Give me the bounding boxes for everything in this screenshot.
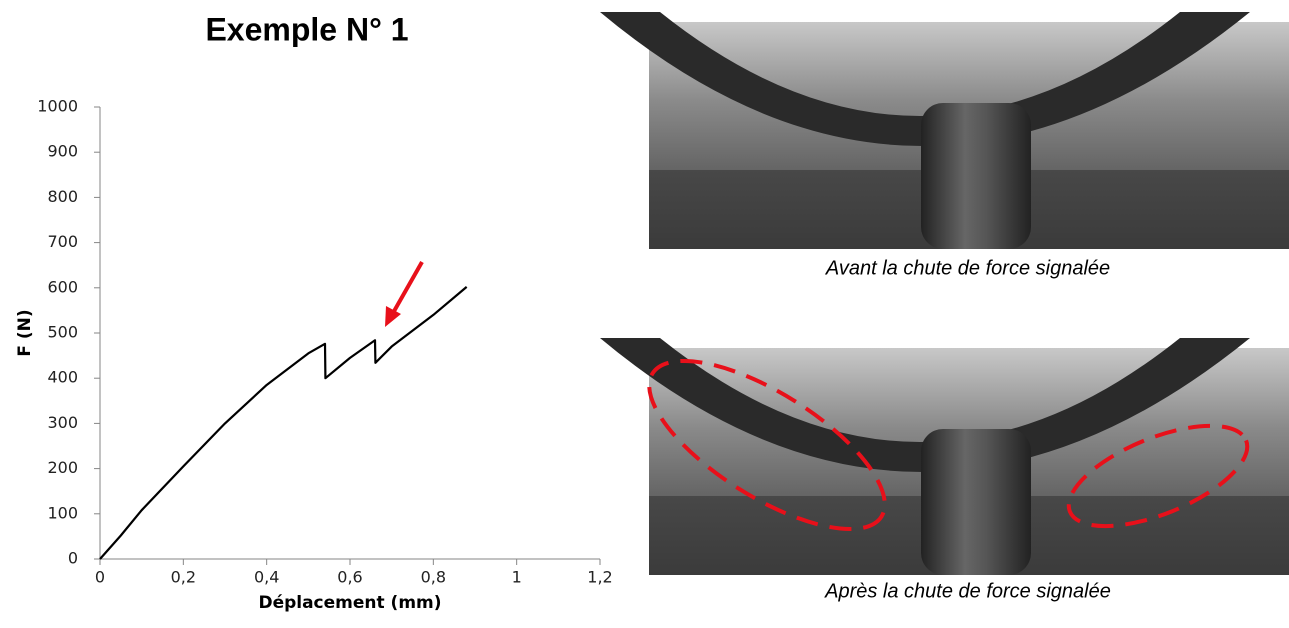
x-tick-label: 0 [95, 568, 105, 587]
x-tick-label: 1 [512, 568, 522, 587]
y-tick-label: 800 [47, 187, 78, 206]
ring [600, 12, 1250, 146]
x-tick-label: 0,6 [337, 568, 362, 587]
arrow-head [385, 306, 401, 327]
x-tick-label: 1,2 [587, 568, 612, 587]
y-tick-label: 200 [47, 458, 78, 477]
y-tick-label: 500 [47, 323, 78, 342]
plot-area: 0 100 200 300 400 500 600 700 800 900 1000 0 0,2 0,4 0… [37, 97, 612, 587]
y-tick-label: 1000 [37, 97, 78, 116]
y-tick-label: 700 [47, 232, 78, 251]
y-tick-label: 600 [47, 277, 78, 296]
x-tick-label: 0,8 [421, 568, 446, 587]
highlight-ellipse [647, 358, 887, 532]
y-axis-label: F (N) [15, 309, 35, 356]
y-tick-label: 0 [68, 549, 78, 568]
photo-before [600, 12, 1289, 249]
photo-caption: Avant la chute de force signalée [825, 257, 1110, 279]
x-tick-label: 0,2 [171, 568, 196, 587]
y-tick-label: 100 [47, 503, 78, 522]
data-line [99, 286, 468, 560]
x-axis-label: Déplacement (mm) [258, 593, 441, 613]
photo-after [600, 338, 1289, 575]
ring [600, 338, 1250, 472]
x-tick-label: 0,4 [254, 568, 279, 587]
y-tick-label: 900 [47, 142, 78, 161]
y-tick-label: 300 [47, 413, 78, 432]
post [921, 429, 1031, 575]
chart-title: Exemple N° 1 [205, 11, 408, 47]
highlight-ellipse [1066, 423, 1250, 529]
photo-caption: Après la chute de force signalée [824, 580, 1111, 602]
arrow-shaft [391, 261, 424, 314]
y-tick-label: 400 [47, 368, 78, 387]
post [921, 103, 1031, 249]
